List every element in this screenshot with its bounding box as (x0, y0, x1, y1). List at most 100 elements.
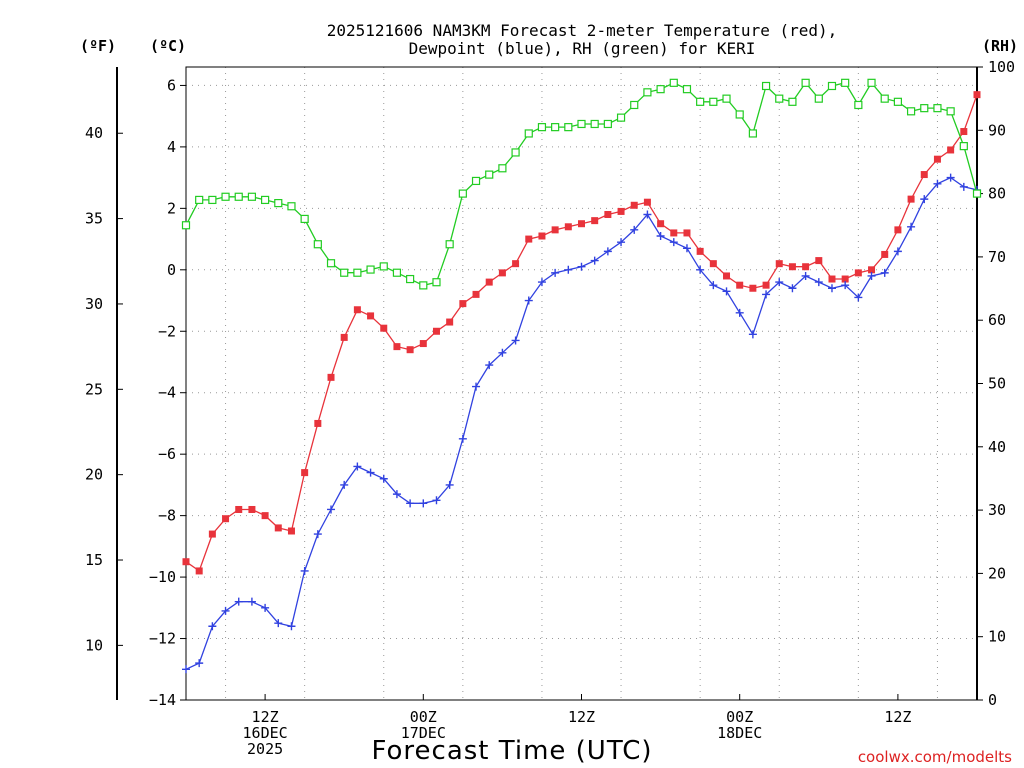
point-temperature (696, 247, 704, 255)
point-rh (682, 85, 692, 94)
tick-label-f: 35 (85, 210, 103, 228)
point-dewpoint (643, 210, 652, 219)
point-dewpoint (340, 480, 349, 489)
tick-label-c: −6 (158, 445, 176, 463)
point-dewpoint (458, 434, 467, 443)
tick-label-c: −14 (149, 691, 176, 709)
tick-label-c: −4 (158, 384, 176, 402)
x-axis-title: Forecast Time (UTC) (371, 736, 652, 766)
x-tick-label: 18DEC (717, 724, 762, 742)
point-temperature (498, 269, 506, 277)
tick-label-rh: 80 (988, 185, 1006, 203)
tick-label-c: −8 (158, 507, 176, 525)
point-dewpoint (907, 222, 916, 231)
unit-label-rh: (RH) (982, 37, 1018, 55)
tick-label-f: 10 (85, 636, 103, 654)
point-dewpoint (379, 474, 388, 483)
plot-frame (185, 66, 978, 701)
tick-label-c: −2 (158, 322, 176, 340)
point-dewpoint (696, 265, 705, 274)
point-rh (603, 119, 612, 129)
point-temperature (446, 318, 454, 326)
point-temperature (327, 373, 335, 381)
point-temperature (709, 260, 717, 268)
point-temperature (301, 469, 309, 477)
point-rh (564, 123, 573, 132)
point-rh (814, 94, 823, 103)
point-dewpoint (524, 296, 533, 305)
tick-label-c: 0 (167, 261, 176, 279)
point-rh (867, 78, 876, 87)
point-dewpoint (261, 603, 270, 612)
point-temperature (472, 290, 480, 298)
point-rh (590, 119, 599, 129)
point-dewpoint (920, 195, 929, 204)
point-temperature (406, 346, 414, 354)
point-temperature (920, 171, 928, 179)
point-rh (854, 100, 863, 110)
x-tick-label: 12Z (568, 708, 595, 726)
unit-label-fahrenheit: (ºF) (80, 37, 116, 55)
point-rh (761, 81, 771, 91)
point-dewpoint (854, 293, 863, 302)
point-temperature (749, 284, 757, 292)
point-rh (735, 110, 744, 119)
point-dewpoint (735, 308, 744, 317)
point-rh (630, 100, 639, 110)
point-rh (696, 97, 705, 106)
point-temperature (393, 343, 401, 351)
tick-label-f: 25 (85, 380, 103, 398)
point-rh (748, 129, 757, 138)
point-temperature (485, 278, 493, 286)
point-dewpoint (893, 247, 902, 256)
point-temperature (261, 512, 269, 520)
point-rh (669, 78, 678, 87)
tick-label-rh: 50 (988, 375, 1006, 393)
point-rh (419, 281, 428, 290)
data-series (181, 78, 982, 674)
point-dewpoint (762, 290, 771, 299)
point-dewpoint (946, 173, 955, 182)
point-temperature (947, 146, 955, 154)
point-dewpoint (287, 622, 296, 631)
point-dewpoint (827, 284, 836, 293)
tick-label-rh: 10 (988, 628, 1006, 646)
point-dewpoint (590, 256, 599, 265)
grid-lines (186, 67, 977, 700)
point-temperature (894, 226, 902, 234)
point-temperature (287, 527, 295, 535)
point-dewpoint (432, 496, 441, 505)
point-dewpoint (880, 268, 889, 277)
point-dewpoint (630, 225, 639, 234)
point-temperature (762, 281, 770, 289)
point-temperature (222, 515, 230, 523)
point-rh (287, 202, 296, 211)
tick-label-rh: 100 (988, 58, 1015, 76)
point-dewpoint (445, 480, 454, 489)
point-rh (880, 94, 889, 103)
tick-label-c: −12 (149, 630, 176, 648)
point-dewpoint (300, 566, 309, 575)
point-temperature (248, 505, 256, 513)
point-temperature (736, 281, 744, 289)
axes: −14 −12 −10 −8 −6 −4 −2 0 2 4 6 10 15 20 25 30 35 40 0 10 20… (85, 58, 1015, 709)
point-temperature (419, 340, 427, 348)
point-temperature (828, 275, 836, 283)
point-dewpoint (656, 232, 665, 241)
point-rh (379, 262, 388, 271)
point-temperature (815, 257, 823, 265)
point-dewpoint (511, 336, 520, 345)
point-rh (946, 107, 955, 116)
point-temperature (274, 524, 282, 532)
point-dewpoint (195, 659, 204, 668)
point-rh (498, 164, 507, 173)
tick-label-rh: 70 (988, 248, 1006, 266)
point-temperature (432, 327, 440, 335)
point-temperature (617, 207, 625, 215)
point-rh (511, 148, 520, 157)
point-dewpoint (366, 468, 375, 477)
point-temperature (340, 333, 348, 341)
point-dewpoint (498, 348, 507, 357)
point-temperature (353, 306, 361, 314)
